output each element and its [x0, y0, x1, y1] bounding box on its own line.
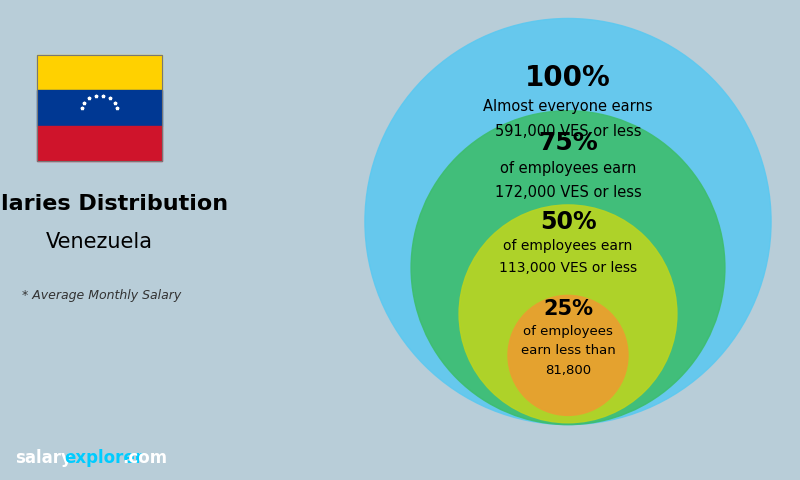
- Text: 25%: 25%: [543, 299, 593, 319]
- Text: .com: .com: [122, 449, 168, 468]
- Text: earn less than: earn less than: [521, 344, 615, 357]
- Text: Almost everyone earns: Almost everyone earns: [483, 99, 653, 114]
- Text: of employees: of employees: [523, 325, 613, 338]
- Text: * Average Monthly Salary: * Average Monthly Salary: [22, 288, 182, 302]
- Text: 591,000 VES or less: 591,000 VES or less: [494, 124, 642, 140]
- Circle shape: [508, 295, 628, 415]
- Circle shape: [365, 18, 771, 425]
- Text: 50%: 50%: [540, 210, 596, 234]
- Bar: [37, 55, 162, 90]
- Text: 100%: 100%: [525, 64, 611, 93]
- Bar: [37, 90, 162, 126]
- Text: 81,800: 81,800: [545, 364, 591, 377]
- Text: of employees earn: of employees earn: [503, 239, 633, 252]
- Text: 113,000 VES or less: 113,000 VES or less: [499, 261, 637, 275]
- Bar: [37, 126, 162, 161]
- Text: of employees earn: of employees earn: [500, 161, 636, 177]
- Text: explorer: explorer: [64, 449, 143, 468]
- Text: 75%: 75%: [538, 131, 598, 155]
- Circle shape: [411, 111, 725, 425]
- Text: Salaries Distribution: Salaries Distribution: [0, 194, 229, 214]
- Text: salary: salary: [14, 449, 71, 468]
- Text: Venezuela: Venezuela: [46, 232, 153, 252]
- Text: 172,000 VES or less: 172,000 VES or less: [494, 185, 642, 201]
- Bar: [37, 55, 162, 161]
- Circle shape: [459, 205, 677, 423]
